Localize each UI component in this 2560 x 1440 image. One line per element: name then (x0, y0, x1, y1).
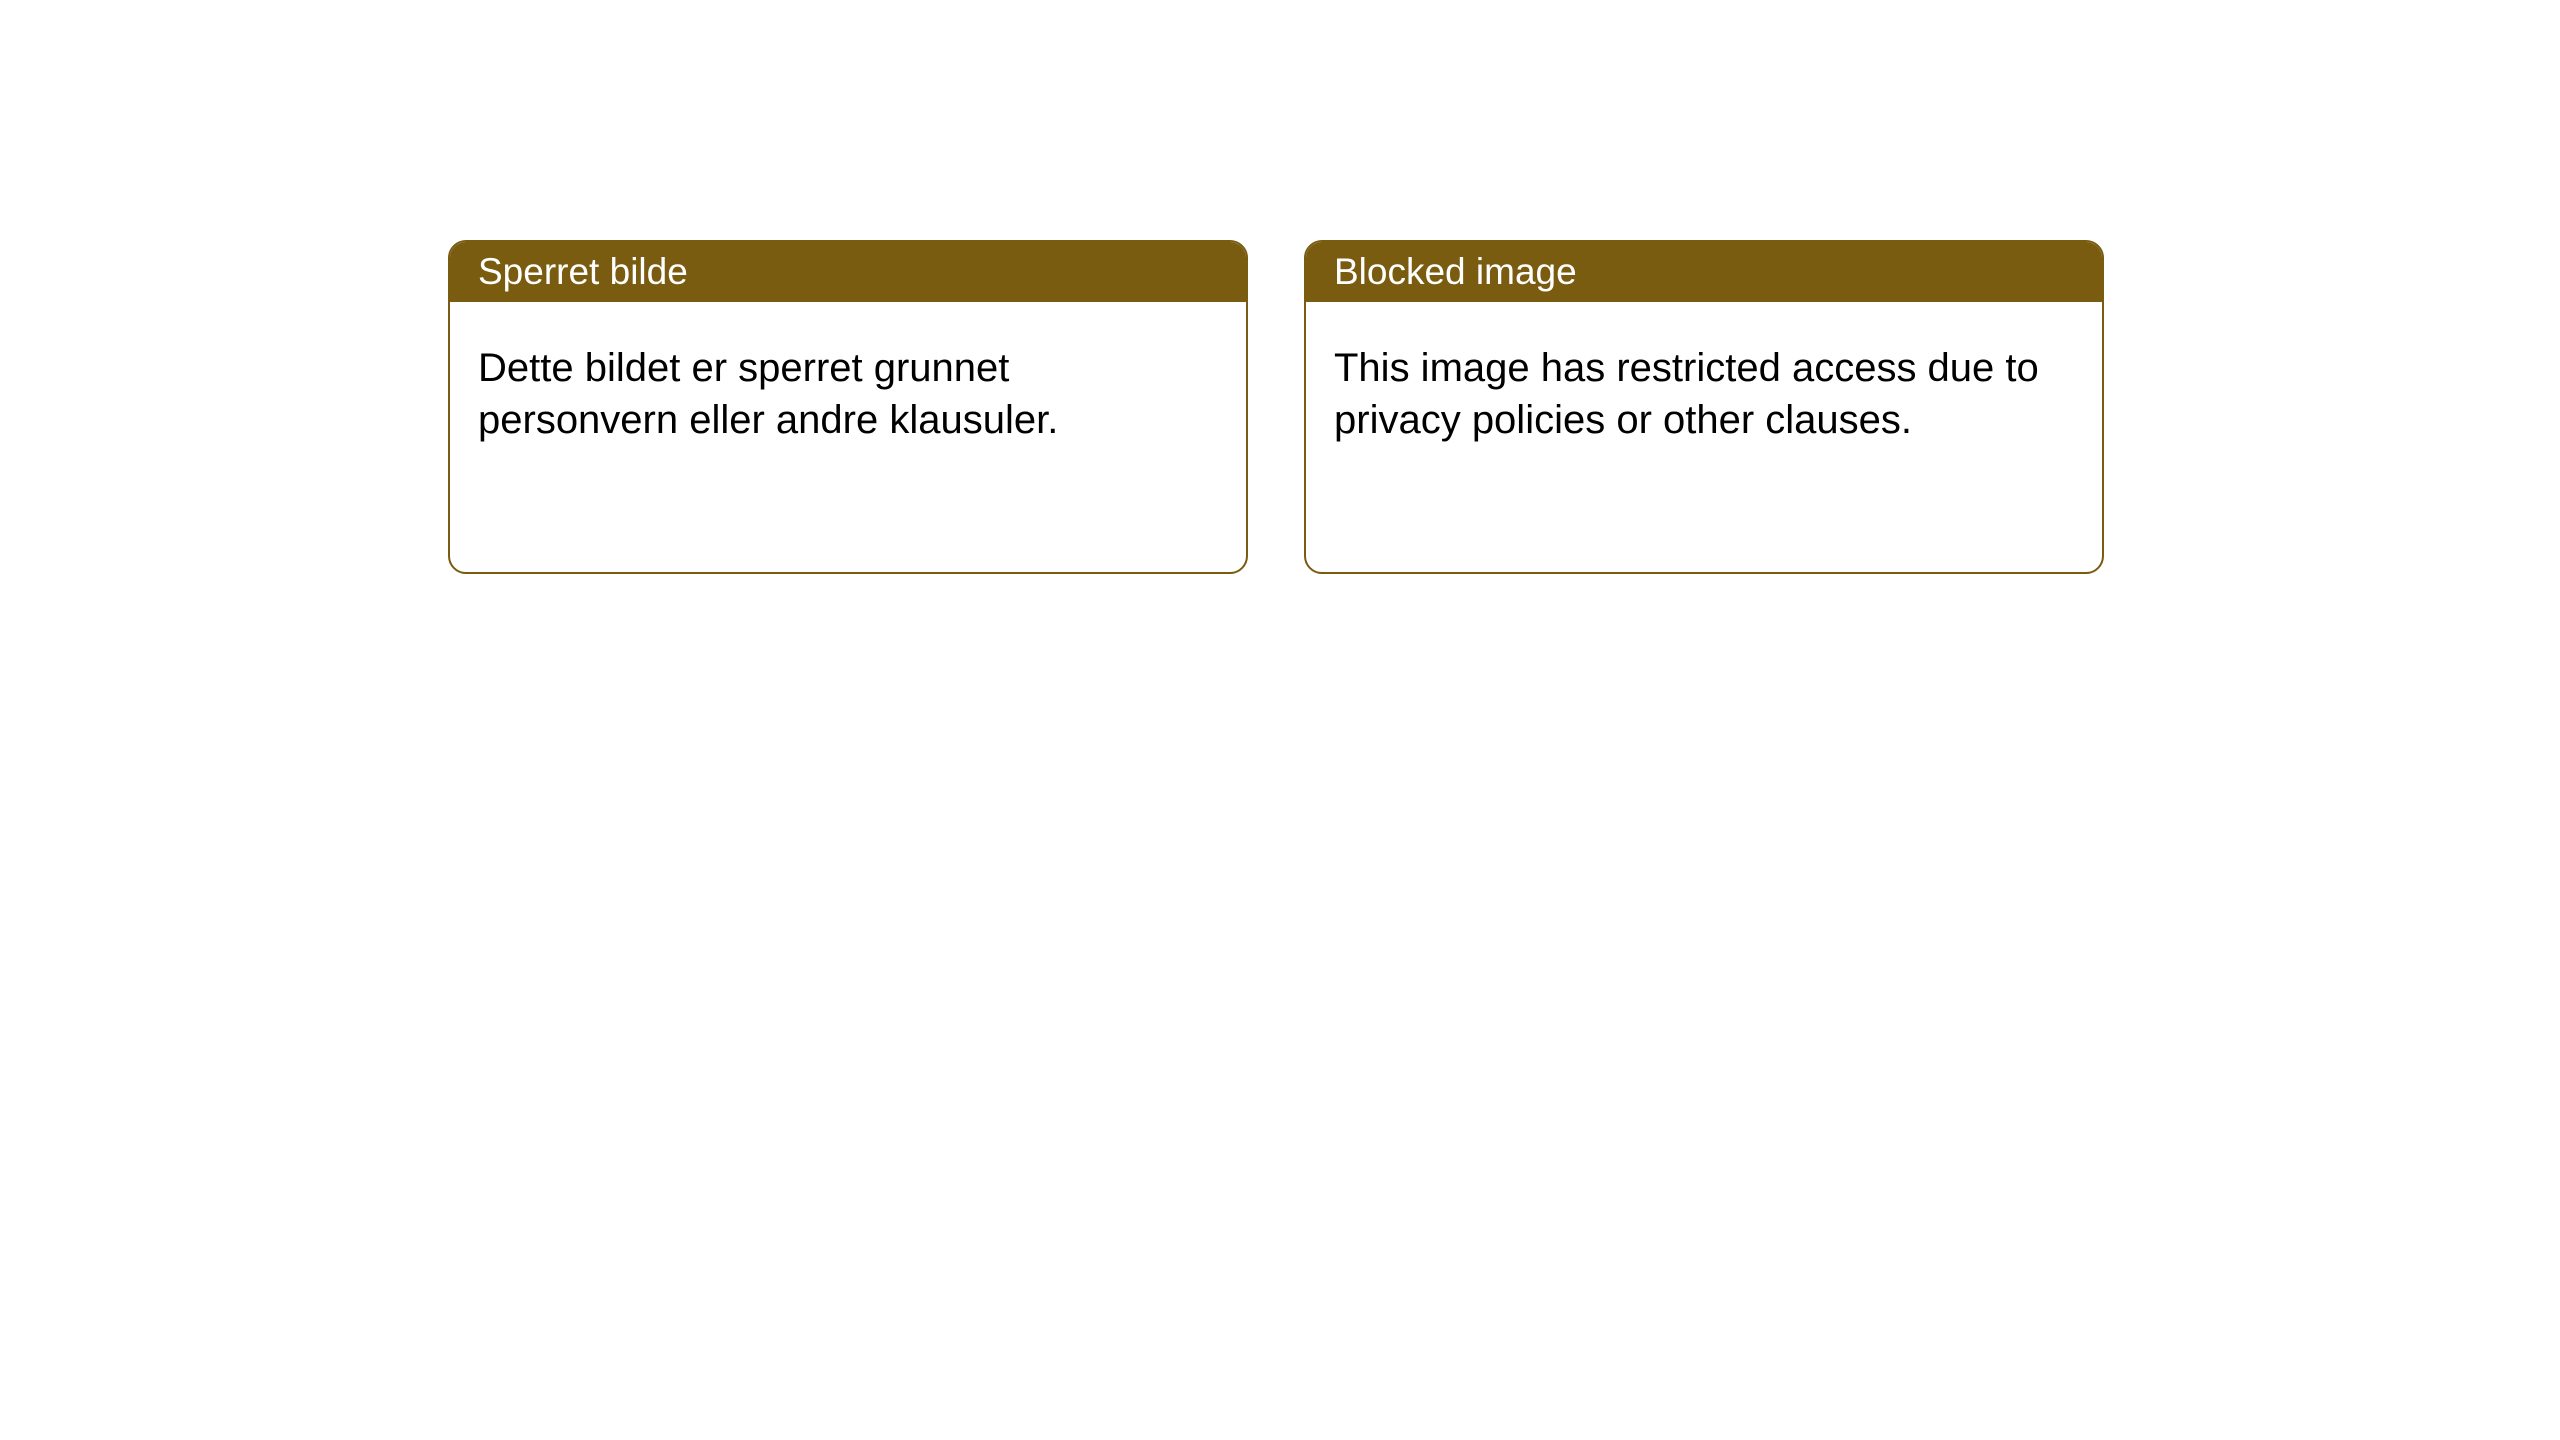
card-body-text: Dette bildet er sperret grunnet personve… (478, 346, 1058, 442)
card-body-text: This image has restricted access due to … (1334, 346, 2039, 442)
card-title: Blocked image (1334, 251, 1577, 293)
card-body: This image has restricted access due to … (1306, 302, 2102, 474)
card-body: Dette bildet er sperret grunnet personve… (450, 302, 1246, 474)
blocked-image-card-en: Blocked image This image has restricted … (1304, 240, 2104, 574)
card-header: Blocked image (1306, 242, 2102, 302)
card-container: Sperret bilde Dette bildet er sperret gr… (0, 0, 2560, 574)
card-header: Sperret bilde (450, 242, 1246, 302)
card-title: Sperret bilde (478, 251, 688, 293)
blocked-image-card-no: Sperret bilde Dette bildet er sperret gr… (448, 240, 1248, 574)
